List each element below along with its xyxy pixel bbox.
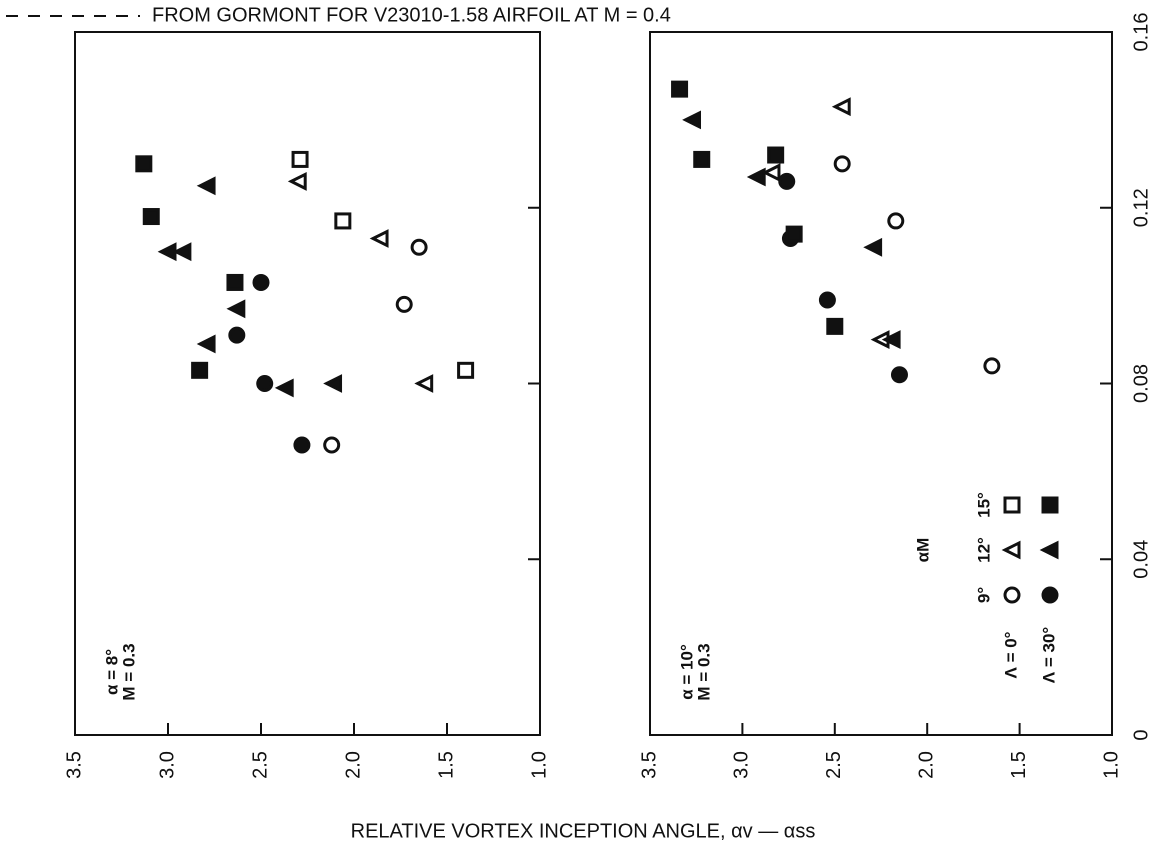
value-tick-label: 3.0 — [731, 751, 753, 779]
legend-column: 9° — [974, 587, 993, 603]
marker-circle — [252, 273, 270, 291]
marker-circle — [293, 436, 311, 454]
value-tick-label: 2.5 — [249, 751, 271, 779]
marker-square — [1003, 496, 1021, 514]
legend-row: Λ = 0° — [1001, 631, 1020, 678]
marker-triangle — [226, 299, 246, 319]
annotation: M = 0.3 — [119, 643, 138, 700]
marker-triangle — [196, 176, 216, 196]
marker-triangle — [323, 374, 343, 393]
value-tick-label: 2.5 — [823, 751, 845, 779]
marker-square — [334, 212, 352, 230]
value-tick-label: 1.5 — [1008, 751, 1030, 779]
marker-square — [693, 150, 711, 168]
marker-circle — [818, 291, 836, 309]
marker-circle — [833, 155, 851, 173]
marker-circle — [410, 238, 428, 256]
marker-circle — [887, 212, 905, 230]
x-tick-label: 0 — [1130, 729, 1152, 740]
marker-circle — [890, 366, 908, 384]
marker-square — [191, 361, 209, 379]
value-tick-label: 1.5 — [435, 751, 457, 779]
marker-triangle — [1001, 540, 1021, 560]
marker-circle — [228, 326, 246, 344]
marker-triangle — [881, 330, 901, 349]
marker-triangle — [274, 378, 294, 398]
marker-square — [671, 80, 689, 98]
marker-triangle — [414, 374, 434, 393]
marker-square — [291, 150, 309, 168]
annotation: α = 8° — [102, 649, 121, 695]
marker-triangle — [196, 334, 216, 354]
marker-triangle — [682, 110, 702, 130]
value-tick-label: 3.5 — [638, 751, 660, 779]
axis-label: RELATIVE VORTEX INCEPTION ANGLE, αv — αs… — [351, 820, 816, 842]
marker-circle — [395, 295, 413, 313]
marker-circle — [1003, 586, 1021, 604]
marker-square — [226, 273, 244, 291]
marker-square — [1041, 496, 1059, 514]
plot-frame — [74, 31, 541, 736]
marker-triangle — [1039, 540, 1059, 560]
marker-square — [135, 155, 153, 173]
value-tick-label: 2.0 — [915, 751, 937, 779]
annotation: α = 10° — [677, 644, 696, 700]
legend-title: αM — [913, 538, 932, 563]
value-tick-label: 3.0 — [156, 751, 178, 779]
marker-square — [142, 208, 160, 226]
marker-triangle — [287, 171, 307, 191]
marker-triangle — [761, 163, 781, 183]
legend-column: 12° — [974, 537, 993, 563]
marker-triangle — [369, 229, 389, 248]
marker-circle — [983, 357, 1001, 375]
value-tick-label: 3.5 — [63, 751, 85, 779]
value-tick-label: 1.0 — [1100, 751, 1122, 779]
marker-triangle — [863, 237, 883, 257]
marker-triangle — [831, 97, 851, 117]
marker-triangle — [172, 242, 192, 262]
marker-circle — [778, 172, 796, 190]
x-tick-label: 0.08 — [1130, 364, 1152, 403]
marker-circle — [1041, 586, 1059, 604]
marker-square — [767, 146, 785, 164]
x-tick-label: 0.16 — [1130, 13, 1152, 52]
marker-triangle — [746, 167, 766, 187]
x-tick-label: 0.04 — [1130, 540, 1152, 579]
x-tick-label: 0.12 — [1130, 188, 1152, 227]
marker-square — [826, 317, 844, 335]
marker-square — [785, 225, 803, 243]
value-tick-label: 2.0 — [342, 751, 364, 779]
marker-circle — [256, 375, 274, 392]
annotation: M = 0.3 — [694, 643, 713, 700]
legend-column: 15° — [974, 492, 993, 518]
marker-circle — [323, 436, 341, 454]
figure-title: FROM GORMONT FOR V23010-1.58 AIRFOIL AT … — [152, 4, 671, 26]
marker-square — [457, 361, 475, 379]
legend-row: Λ = 30° — [1039, 627, 1058, 684]
value-tick-label: 1.0 — [528, 751, 550, 779]
